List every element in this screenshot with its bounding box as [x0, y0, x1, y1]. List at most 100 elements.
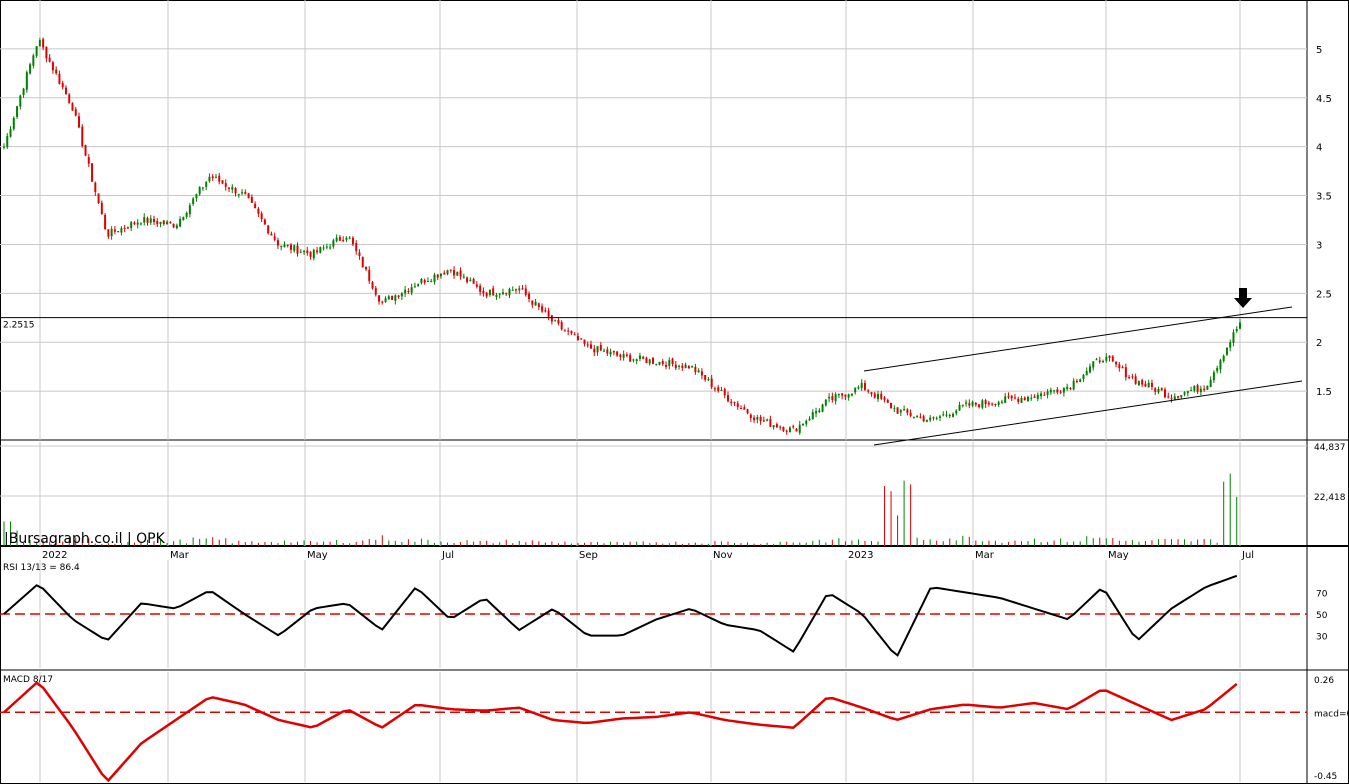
- candle-body: [528, 293, 531, 300]
- candle-body: [645, 357, 648, 364]
- rsi-y-tick-label: 50: [1316, 611, 1328, 621]
- candle-body: [612, 351, 615, 353]
- candle-body: [603, 350, 606, 352]
- candle-body: [250, 197, 253, 203]
- candle-body: [449, 269, 452, 271]
- candle-body: [1098, 360, 1101, 362]
- candle-body: [231, 186, 234, 190]
- candle-body: [524, 288, 527, 295]
- candle-body: [978, 404, 981, 408]
- candle-body: [635, 359, 638, 361]
- candle-body: [104, 214, 107, 230]
- candle-body: [710, 378, 713, 388]
- candle-body: [1010, 395, 1013, 399]
- candle-body: [488, 289, 491, 295]
- candle-body: [400, 293, 403, 297]
- candle-body: [16, 106, 19, 117]
- candle-body: [296, 245, 299, 254]
- candle-body: [818, 410, 821, 413]
- candle-body: [1196, 385, 1199, 392]
- candle-body: [55, 69, 58, 74]
- candle-body: [573, 334, 576, 336]
- candle-body: [515, 289, 518, 291]
- candle-body: [368, 269, 371, 281]
- candle-body: [1072, 380, 1075, 390]
- candle-body: [844, 394, 847, 397]
- candle-body: [945, 414, 948, 416]
- candle-body: [351, 237, 354, 245]
- candle-body: [697, 370, 700, 373]
- candle-body: [801, 423, 804, 426]
- candle-body: [35, 46, 38, 56]
- candle-body: [58, 73, 61, 84]
- candle-body: [821, 404, 824, 412]
- candle-body: [678, 365, 681, 367]
- candle-body: [12, 118, 15, 129]
- candle-body: [117, 231, 120, 233]
- candle-body: [146, 217, 149, 223]
- candle-body: [1013, 397, 1016, 399]
- candle-body: [309, 251, 312, 257]
- candle-body: [766, 419, 769, 421]
- candle-body: [1193, 385, 1196, 391]
- candle-body: [968, 403, 971, 406]
- candle-body: [201, 187, 204, 189]
- candle-body: [1170, 397, 1173, 399]
- candle-body: [1046, 391, 1049, 395]
- candle-body: [759, 417, 762, 422]
- candle-body: [860, 382, 863, 389]
- candle-body: [991, 403, 994, 405]
- candle-body: [273, 236, 276, 240]
- candle-body: [348, 237, 351, 239]
- candle-body: [453, 269, 456, 276]
- candle-body: [651, 358, 654, 364]
- candle-body: [1040, 393, 1043, 397]
- candle-body: [756, 417, 759, 420]
- candle-body: [909, 412, 912, 416]
- candle-body: [221, 180, 224, 184]
- candle-body: [1199, 388, 1202, 393]
- candle-body: [25, 72, 28, 90]
- candle-body: [762, 420, 765, 422]
- candle-body: [1036, 394, 1039, 399]
- candle-body: [847, 394, 850, 398]
- candle-body: [922, 416, 925, 422]
- candle-body: [1239, 322, 1241, 329]
- candle-body: [824, 399, 827, 406]
- candle-body: [198, 187, 201, 195]
- candle-body: [733, 401, 736, 403]
- candle-body: [961, 404, 964, 406]
- candle-body: [886, 399, 889, 403]
- candle-body: [120, 228, 123, 233]
- candle-body: [815, 411, 818, 414]
- candle-body: [126, 227, 129, 229]
- candle-body: [1033, 396, 1036, 398]
- candle-body: [1121, 367, 1124, 369]
- candle-body: [81, 126, 84, 147]
- candle-body: [456, 271, 459, 276]
- candle-body: [6, 135, 9, 148]
- candle-body: [661, 360, 664, 365]
- candle-body: [694, 366, 697, 373]
- candle-body: [1235, 329, 1238, 332]
- candle-body: [68, 94, 71, 104]
- candle-body: [329, 247, 332, 249]
- x-tick-label: Mar: [975, 550, 995, 561]
- candle-body: [417, 284, 420, 287]
- candle-body: [580, 338, 583, 340]
- candle-body: [534, 301, 537, 306]
- candle-body: [798, 424, 801, 433]
- candle-body: [625, 354, 628, 356]
- candle-body: [384, 298, 387, 302]
- candle-body: [1160, 388, 1163, 391]
- candle-body: [495, 295, 498, 297]
- candle-body: [1027, 396, 1030, 402]
- candle-body: [1023, 397, 1026, 401]
- candle-body: [361, 256, 364, 268]
- candle-body: [1154, 388, 1157, 392]
- candle-body: [1066, 386, 1069, 389]
- candle-body: [1225, 347, 1228, 355]
- candle-body: [1206, 385, 1209, 390]
- candle-body: [485, 292, 488, 297]
